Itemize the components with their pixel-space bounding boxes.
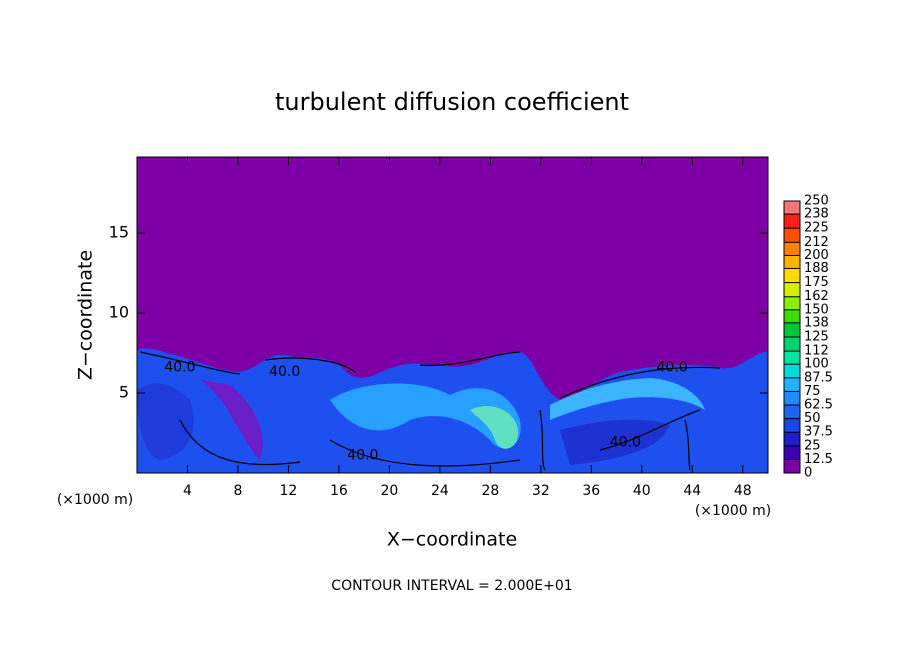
colorbar-label: 150 <box>804 302 829 317</box>
colorbar-label: 87.5 <box>804 370 833 385</box>
x-tick-label: 28 <box>481 483 499 499</box>
colorbar-label: 75 <box>804 384 821 399</box>
colorbar-label: 200 <box>804 248 829 263</box>
region-low <box>200 380 263 460</box>
colorbar-band <box>784 351 800 365</box>
colorbar-band <box>784 309 800 323</box>
contour-label: 40.0 <box>269 364 300 380</box>
footnote: CONTOUR INTERVAL = 2.000E+01 <box>331 578 572 594</box>
band <box>550 378 705 420</box>
colorbar-band <box>784 418 800 433</box>
y-tick-label: 15 <box>109 223 129 242</box>
colorbar-label: 250 <box>804 194 829 209</box>
colorbar-band <box>784 337 800 352</box>
colorbar-band <box>784 242 800 256</box>
colorbar-band <box>784 296 800 310</box>
x-tick-label: 20 <box>380 483 398 499</box>
contour-label: 40.0 <box>610 435 641 451</box>
x-tick-label: 40 <box>633 483 651 499</box>
y-tick-label: 5 <box>119 383 129 402</box>
contour-label: 40.0 <box>657 359 688 375</box>
x-tick-label: 44 <box>683 483 701 499</box>
x-unit-label: (×1000 m) <box>57 492 133 508</box>
x-axis-label: X−coordinate <box>387 529 517 551</box>
contour-label: 40.0 <box>347 447 378 463</box>
colorbar-band <box>784 377 800 392</box>
y-unit-label: (×1000 m) <box>695 503 771 519</box>
swirl-core <box>470 406 519 449</box>
colorbar-label: 238 <box>804 207 829 222</box>
region-dark <box>560 419 670 465</box>
x-tick-label: 12 <box>280 483 298 499</box>
x-tick-label: 8 <box>233 483 242 499</box>
colorbar-band <box>784 391 800 405</box>
colorbar-label: 37.5 <box>804 425 833 440</box>
x-tick-label: 36 <box>582 483 600 499</box>
colorbar-label: 62.5 <box>804 398 833 413</box>
colorbar-label: 225 <box>804 221 829 236</box>
x-tick-label: 4 <box>183 483 192 499</box>
turbulent-field <box>137 348 768 473</box>
swirl <box>330 383 521 449</box>
colorbar-label: 125 <box>804 330 829 345</box>
colorbar-band <box>784 322 800 337</box>
colorbar-label: 100 <box>804 357 829 372</box>
region-dark <box>137 383 194 460</box>
x-tick-label: 48 <box>734 483 752 499</box>
x-tick-label: 16 <box>330 483 348 499</box>
contour-line <box>139 351 721 471</box>
colorbar-band <box>784 214 800 229</box>
y-axis-label: Z−coordinate <box>75 250 97 380</box>
colorbar-label: 162 <box>804 289 829 304</box>
colorbar-band <box>784 364 800 378</box>
colorbar-band <box>784 255 800 269</box>
colorbar-label: 112 <box>804 344 829 359</box>
colorbar-band <box>784 268 800 283</box>
colorbar-label: 188 <box>804 261 829 276</box>
colorbar-band <box>784 201 800 215</box>
plot-frame <box>136 156 769 474</box>
overlay: 40.0 40.040.040.040.04 8 12 16 20 24 28 32 36 40 44… <box>109 156 769 499</box>
contour-label: 40.0 <box>164 359 195 375</box>
colorbar-band <box>784 405 800 419</box>
colorbar-label: 212 <box>804 235 829 250</box>
colorbar-band <box>784 432 800 446</box>
colorbar-label: 0 <box>804 466 812 481</box>
colorbar-label: 50 <box>804 411 821 426</box>
x-tick-label: 24 <box>431 483 449 499</box>
colorbar-label: 25 <box>804 438 821 453</box>
colorbar-band <box>784 459 800 473</box>
chart-title: turbulent diffusion coefficient <box>275 88 629 116</box>
colorbar-band <box>784 445 800 460</box>
y-tick-label: 10 <box>109 303 129 322</box>
colorbar-label: 12.5 <box>804 452 833 467</box>
colorbar-band <box>784 282 800 297</box>
colorbar-band <box>784 228 800 243</box>
x-tick-label: 32 <box>532 483 550 499</box>
colorbar-label: 138 <box>804 315 829 330</box>
colorbar-label: 175 <box>804 275 829 290</box>
